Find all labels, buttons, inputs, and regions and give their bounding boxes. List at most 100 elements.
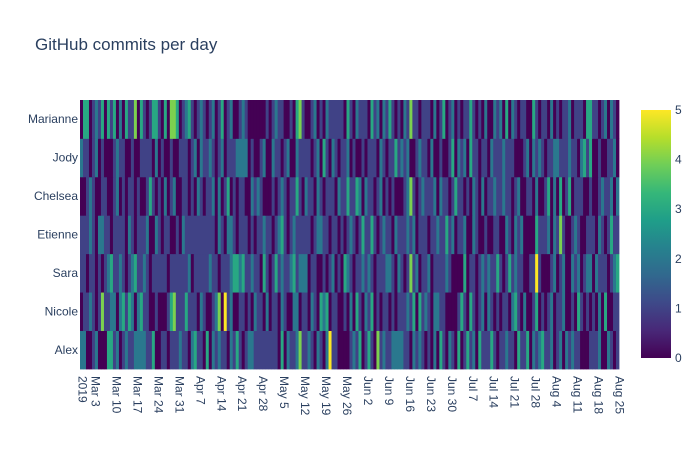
heatmap-cell (577, 176, 581, 216)
heatmap-cell (613, 330, 617, 370)
heatmap-cell (124, 253, 129, 293)
heatmap-cell (592, 100, 596, 139)
heatmap-cell (277, 138, 282, 178)
heatmap-cell (373, 176, 377, 216)
heatmap-cell (280, 330, 285, 370)
heatmap-cell (265, 253, 270, 293)
heatmap-cell (319, 100, 323, 139)
heatmap-cell (94, 330, 99, 370)
heatmap-cell (301, 215, 305, 255)
heatmap-cell (427, 176, 431, 216)
heatmap-cell (94, 176, 99, 216)
heatmap-cell (403, 253, 407, 293)
heatmap-cell (337, 215, 341, 255)
heatmap-cell (424, 253, 428, 293)
heatmap-cell (505, 292, 509, 331)
heatmap-cell (271, 253, 276, 293)
heatmap-cell (88, 215, 93, 255)
heatmap-cell (163, 100, 168, 139)
heatmap-cell (478, 253, 482, 293)
heatmap-cell (493, 100, 497, 139)
colorbar-tick-label: 0 (675, 351, 682, 365)
heatmap-cell (562, 138, 566, 178)
heatmap-cell (397, 100, 401, 139)
heatmap-cell (364, 138, 368, 178)
heatmap-cell (472, 253, 476, 293)
heatmap-cell (535, 292, 539, 331)
heatmap-cell (529, 138, 533, 178)
heatmap-cell (613, 176, 617, 216)
heatmap-cell (109, 253, 114, 293)
heatmap-cell (247, 330, 252, 370)
heatmap-cell (406, 100, 410, 139)
heatmap-cell (232, 215, 237, 255)
heatmap-cell (346, 100, 350, 139)
heatmap-cell (490, 330, 494, 370)
heatmap-cell (91, 292, 96, 331)
heatmap-cell (208, 253, 213, 293)
heatmap-cell (235, 138, 240, 178)
heatmap-cell (577, 100, 581, 139)
heatmap-cell (304, 330, 308, 370)
heatmap-cell (418, 215, 422, 255)
heatmap-cell (217, 138, 222, 178)
heatmap-cell (127, 176, 132, 216)
heatmap-cell (574, 100, 578, 139)
heatmap-cell (277, 292, 282, 331)
heatmap-cell (352, 330, 356, 370)
heatmap-cell (325, 176, 329, 216)
heatmap-cell (415, 176, 419, 216)
heatmap-cell (349, 215, 353, 255)
x-tick-label: Aug 18 (592, 376, 606, 414)
heatmap-cell (469, 215, 473, 255)
heatmap-cell (145, 292, 150, 331)
heatmap-cell (325, 253, 329, 293)
heatmap-cell (460, 138, 464, 178)
heatmap-cell (562, 176, 566, 216)
heatmap-cell (532, 215, 536, 255)
heatmap-cell (412, 253, 416, 293)
heatmap-cell (214, 138, 219, 178)
heatmap-cell (424, 176, 428, 216)
heatmap-cell (448, 176, 452, 216)
heatmap-cell (280, 253, 285, 293)
heatmap-cell (394, 292, 398, 331)
heatmap-cell (475, 176, 479, 216)
colorbar-tick-label: 3 (675, 202, 682, 216)
heatmap-cell (100, 176, 105, 216)
heatmap-cell (247, 176, 252, 216)
heatmap-cell (496, 330, 500, 370)
heatmap-cell (388, 292, 392, 331)
heatmap-cell (304, 215, 308, 255)
heatmap-cell (436, 176, 440, 216)
heatmap-cell (589, 330, 593, 370)
heatmap-cell (295, 100, 299, 139)
heatmap-cell (112, 138, 117, 178)
heatmap-cell (364, 215, 368, 255)
heatmap-cell (157, 176, 162, 216)
heatmap-cell (469, 100, 473, 139)
heatmap-cell (109, 292, 114, 331)
heatmap-cell (274, 292, 279, 331)
heatmap-cell (373, 330, 377, 370)
x-tick-label: Apr 7 (193, 376, 207, 405)
heatmap-cell (511, 138, 515, 178)
x-tick-label: Jun 9 (382, 376, 396, 406)
heatmap-cell (487, 330, 491, 370)
heatmap-cell (169, 176, 174, 216)
heatmap-cell (121, 292, 126, 331)
heatmap-cell (490, 100, 494, 139)
heatmap-cell (265, 176, 270, 216)
heatmap-cell (538, 215, 542, 255)
heatmap-cell (472, 100, 476, 139)
heatmap-cell (439, 176, 443, 216)
heatmap-cell (175, 253, 180, 293)
heatmap-cell (319, 215, 323, 255)
heatmap-cell (154, 138, 159, 178)
heatmap-cell (541, 330, 545, 370)
heatmap-cell (475, 253, 479, 293)
heatmap-cell (445, 253, 449, 293)
chart-title: GitHub commits per day (35, 35, 218, 54)
heatmap-cell (568, 292, 572, 331)
heatmap-cell (100, 138, 105, 178)
